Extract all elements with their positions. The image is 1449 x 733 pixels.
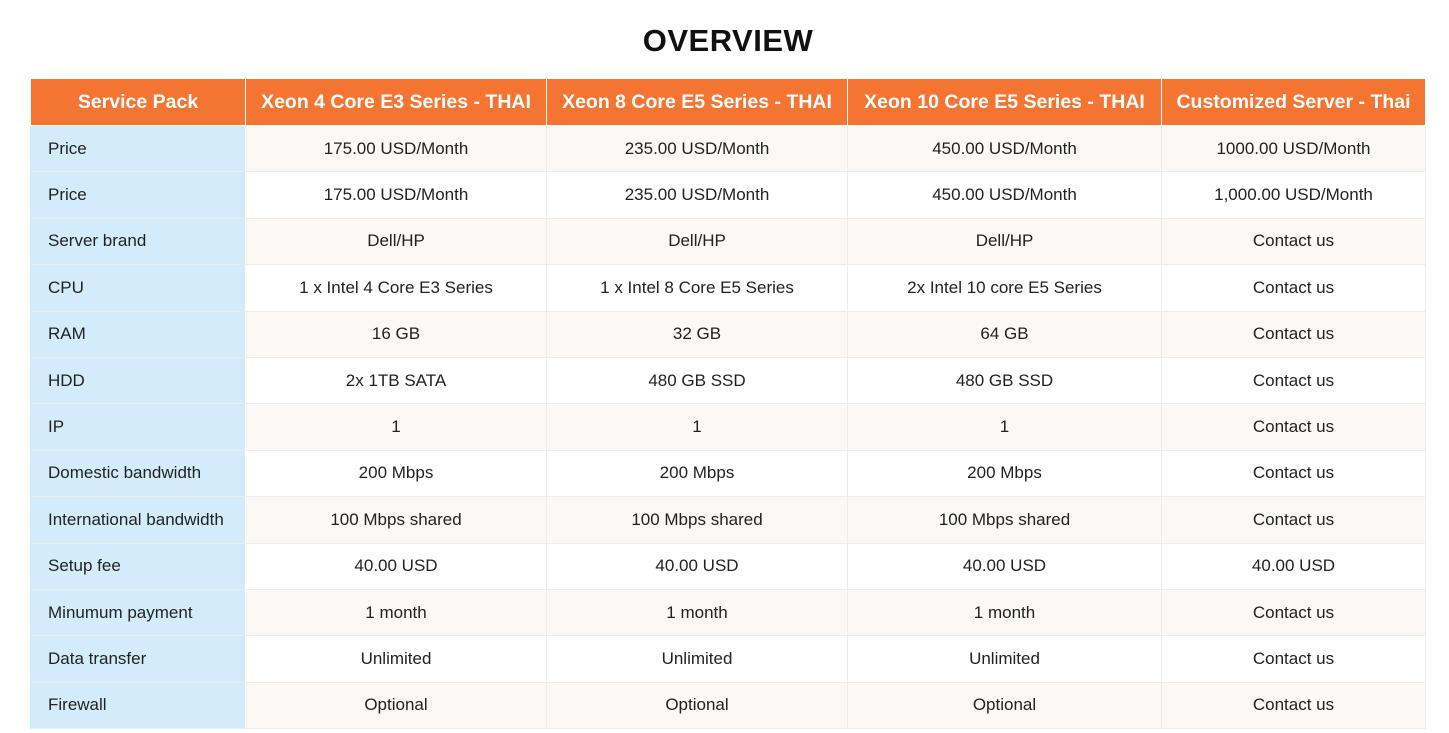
- table-cell: 1: [847, 403, 1162, 451]
- table-row: Server brand Dell/HP Dell/HP Dell/HP Contact…: [30, 217, 1426, 266]
- table-row: Firewall Optional Optional Optional Contact …: [30, 681, 1426, 730]
- table-row: HDD 2x 1TB SATA 480 GB SSD 480 GB SSD Contac…: [30, 356, 1426, 405]
- row-label: RAM: [30, 310, 246, 358]
- table-cell: 235.00 USD/Month: [546, 171, 848, 219]
- table-cell: 450.00 USD/Month: [847, 124, 1162, 173]
- header-customized-server: Customized Server - Thai: [1161, 79, 1426, 126]
- table-row: International bandwidth 100 Mbps shared 10…: [30, 496, 1426, 544]
- table-row: Setup fee 40.00 USD 40.00 USD 40.00 USD 40.0…: [30, 542, 1426, 590]
- table-cell: 450.00 USD/Month: [847, 171, 1162, 219]
- header-xeon-10-core-e5: Xeon 10 Core E5 Series - THAI: [847, 79, 1162, 126]
- table-cell: Dell/HP: [546, 217, 848, 266]
- row-label: International bandwidth: [30, 496, 246, 544]
- row-label: Data transfer: [30, 635, 246, 683]
- table-cell: Unlimited: [245, 635, 547, 683]
- table-cell: Contact us: [1161, 356, 1426, 405]
- table-row: Price 175.00 USD/Month 235.00 USD/Month 450…: [30, 124, 1426, 173]
- table-cell: 32 GB: [546, 310, 848, 358]
- table-cell: 16 GB: [245, 310, 547, 358]
- table-cell: Contact us: [1161, 449, 1426, 498]
- table-cell: 40.00 USD: [245, 542, 547, 590]
- table-cell: 40.00 USD: [1161, 542, 1426, 590]
- pricing-comparison-table: Service Pack Xeon 4 Core E3 Series - THA…: [30, 79, 1426, 730]
- table-cell: Contact us: [1161, 681, 1426, 730]
- table-cell: 100 Mbps shared: [847, 496, 1162, 544]
- header-service-pack: Service Pack: [30, 79, 246, 126]
- row-label: Setup fee: [30, 542, 246, 590]
- table-row: Data transfer Unlimited Unlimited Unlimited…: [30, 635, 1426, 683]
- table-cell: 1: [546, 403, 848, 451]
- table-row: Minumum payment 1 month 1 month 1 month Cont…: [30, 588, 1426, 637]
- table-cell: 235.00 USD/Month: [546, 124, 848, 173]
- table-cell: Optional: [847, 681, 1162, 730]
- row-label: HDD: [30, 356, 246, 405]
- table-cell: Optional: [546, 681, 848, 730]
- header-xeon-4-core-e3: Xeon 4 Core E3 Series - THAI: [245, 79, 547, 126]
- table-cell: Optional: [245, 681, 547, 730]
- row-label: Price: [30, 124, 246, 173]
- table-cell: 200 Mbps: [245, 449, 547, 498]
- table-cell: 2x Intel 10 core E5 Series: [847, 264, 1162, 312]
- row-label: Price: [30, 171, 246, 219]
- row-label: IP: [30, 403, 246, 451]
- table-cell: Contact us: [1161, 403, 1426, 451]
- table-cell: 1 x Intel 8 Core E5 Series: [546, 264, 848, 312]
- table-cell: 175.00 USD/Month: [245, 171, 547, 219]
- row-label: Domestic bandwidth: [30, 449, 246, 498]
- table-body: Price 175.00 USD/Month 235.00 USD/Month 450…: [30, 124, 1426, 730]
- header-xeon-8-core-e5: Xeon 8 Core E5 Series - THAI: [546, 79, 848, 126]
- table-cell: 100 Mbps shared: [245, 496, 547, 544]
- table-cell: Contact us: [1161, 310, 1426, 358]
- table-cell: 480 GB SSD: [546, 356, 848, 405]
- table-cell: Contact us: [1161, 496, 1426, 544]
- table-cell: 1 month: [245, 588, 547, 637]
- table-cell: 175.00 USD/Month: [245, 124, 547, 173]
- table-cell: Dell/HP: [245, 217, 547, 266]
- row-label: Minumum payment: [30, 588, 246, 637]
- table-header: Service Pack Xeon 4 Core E3 Series - THA…: [30, 79, 1426, 126]
- table-cell: 100 Mbps shared: [546, 496, 848, 544]
- table-cell: 1 x Intel 4 Core E3 Series: [245, 264, 547, 312]
- table-cell: 1,000.00 USD/Month: [1161, 171, 1426, 219]
- table-cell: 200 Mbps: [847, 449, 1162, 498]
- table-row: Domestic bandwidth 200 Mbps 200 Mbps 200 Mb…: [30, 449, 1426, 498]
- table-cell: Unlimited: [847, 635, 1162, 683]
- table-cell: 64 GB: [847, 310, 1162, 358]
- table-cell: Unlimited: [546, 635, 848, 683]
- table-row: RAM 16 GB 32 GB 64 GB Contact us: [30, 310, 1426, 358]
- table-row: IP 1 1 1 Contact us: [30, 403, 1426, 451]
- table-row: Price 175.00 USD/Month 235.00 USD/Month 450…: [30, 171, 1426, 219]
- row-label: Firewall: [30, 681, 246, 730]
- table-cell: 40.00 USD: [847, 542, 1162, 590]
- table-cell: Contact us: [1161, 217, 1426, 266]
- table-cell: 1 month: [847, 588, 1162, 637]
- table-cell: 480 GB SSD: [847, 356, 1162, 405]
- table-cell: Dell/HP: [847, 217, 1162, 266]
- table-cell: Contact us: [1161, 264, 1426, 312]
- table-cell: 1 month: [546, 588, 848, 637]
- row-label: Server brand: [30, 217, 246, 266]
- table-cell: Contact us: [1161, 635, 1426, 683]
- table-cell: 40.00 USD: [546, 542, 848, 590]
- table-cell: 1000.00 USD/Month: [1161, 124, 1426, 173]
- header-row: Service Pack Xeon 4 Core E3 Series - THA…: [30, 79, 1426, 126]
- row-label: CPU: [30, 264, 246, 312]
- table-cell: 2x 1TB SATA: [245, 356, 547, 405]
- table-cell: 200 Mbps: [546, 449, 848, 498]
- page-title: OVERVIEW: [642, 22, 814, 58]
- table-cell: 1: [245, 403, 547, 451]
- table-row: CPU 1 x Intel 4 Core E3 Series 1 x Intel 8…: [30, 264, 1426, 312]
- table-cell: Contact us: [1161, 588, 1426, 637]
